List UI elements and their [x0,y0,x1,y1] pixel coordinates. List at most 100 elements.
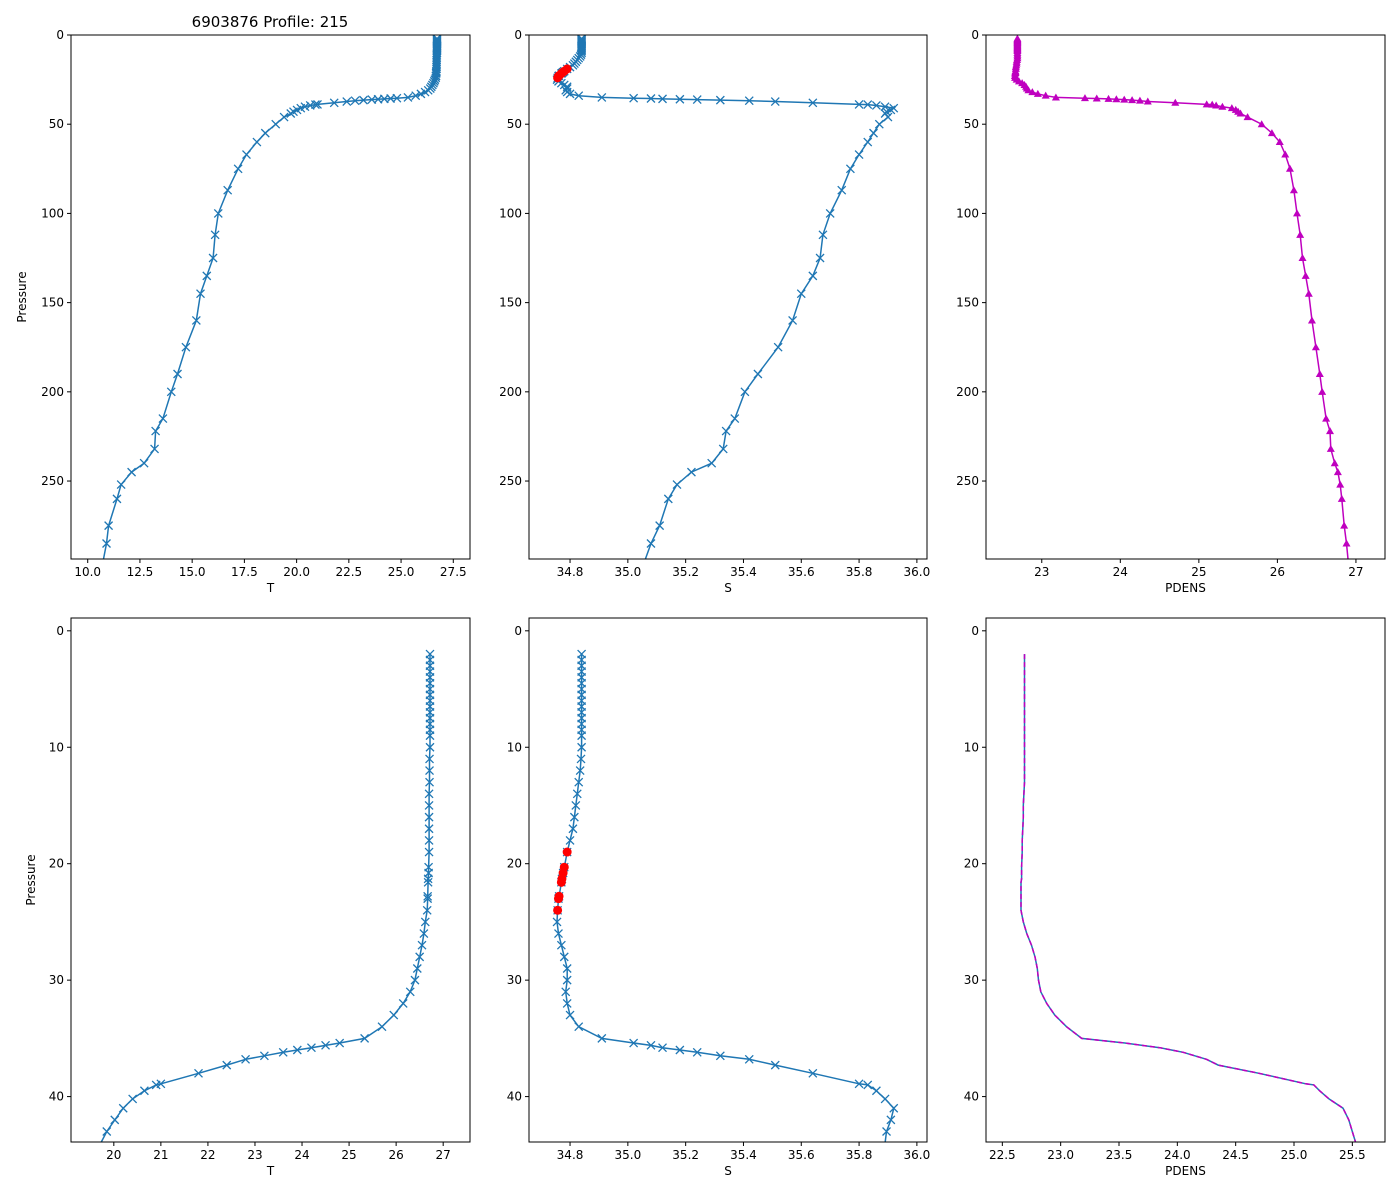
t-marker [423,877,433,887]
x-tick-label: 25.0 [1281,1148,1308,1162]
x-tick-label: 35.6 [788,565,815,579]
pdens-marker [1236,109,1245,117]
s-marker [871,101,881,110]
s-marker [744,96,754,106]
t-marker [425,731,435,741]
s-marker [718,444,728,454]
s-marker [576,754,586,764]
s-marker [686,467,696,477]
x-tick-label: 27.5 [440,565,467,579]
x-tick-label: 25 [1191,565,1206,579]
x-tick-label: 35.2 [672,565,699,579]
t-marker [321,1040,331,1050]
t-marker [173,369,182,379]
s-marker [845,164,855,174]
t-marker [398,998,408,1008]
s-marker [854,1079,864,1089]
y-tick-label: 20 [964,857,979,871]
t-marker [424,824,434,834]
t-marker [279,112,289,122]
x-axis-label: S [724,1164,732,1178]
t-marker [292,1045,302,1055]
s-marker [721,426,731,436]
subplot-2-s: 34.8 35.0 35.2 35.4 35.6 35.8 36.0 0 50 100 150 200… [499,28,930,595]
pdens-marker [1033,89,1042,97]
t-marker [191,316,201,325]
t-marker [417,940,427,950]
t-marker [260,128,270,138]
s-line [556,38,896,559]
s-marker [577,742,587,752]
s-marker [770,97,780,107]
t-marker [424,812,434,822]
y-tick-label: 50 [964,117,979,131]
t-marker [127,467,137,477]
y-tick-label: 20 [507,857,522,871]
s-marker [562,998,572,1008]
s-marker [571,801,581,810]
x-tick-label: 35.8 [846,565,873,579]
s-marker [874,119,884,129]
x-tick-label: 25 [341,1148,356,1162]
y-tick-label: 250 [41,474,64,488]
y-tick-label: 200 [499,385,522,399]
s-marker [880,1094,890,1104]
s-marker [552,917,562,927]
pdens-marker [1080,94,1089,102]
t-marker [329,98,339,108]
pdens-marker [1326,427,1335,435]
s-marker [730,414,740,424]
pdens-marker [1243,113,1252,121]
pdens-marker [1304,289,1313,297]
t-marker [139,458,149,468]
t-marker [424,835,434,845]
t-marker [104,521,114,531]
t-marker [367,95,377,105]
s-marker [808,271,818,281]
x-axis-label: PDENS [1165,1164,1206,1178]
s-marker [672,480,682,490]
subplot-4-t: 20 21 22 23 24 25 26 27 0 10 20 30 40 T Pressure [24,617,471,1178]
t-marker [306,1043,316,1053]
t-marker [359,95,368,105]
flagged-salinity-point [553,894,563,904]
t-marker [419,929,429,939]
s-marker [854,150,864,159]
pdens-marker [1298,254,1307,262]
s-line [556,654,895,1142]
chart-title: 6903876 Profile: 215 [192,13,349,31]
s-marker [715,1051,725,1061]
y-tick-label: 0 [514,28,522,42]
plot-area [100,649,435,1142]
t-marker [181,342,191,352]
subplot-3-pdens: 23 24 25 26 27 0 50 100 150 200 250 PDENS [956,28,1386,595]
s-marker [554,929,563,939]
plot-area [552,649,899,1142]
pdens-marker [1301,271,1310,279]
t-marker [423,894,433,904]
y-tick-label: 100 [499,206,522,220]
t-marker [412,964,422,973]
t-marker [416,89,426,99]
t-marker [424,847,434,857]
x-tick-label: 35.0 [614,565,641,579]
y-tick-label: 150 [956,296,979,310]
s-marker [562,975,572,985]
pdens-marker [1322,414,1331,422]
pdens-marker [1218,102,1227,110]
s-marker [808,1068,818,1078]
s-marker [883,112,893,122]
x-tick-label: 22.5 [989,1148,1016,1162]
pdens-marker [1202,100,1211,108]
s-marker [658,1043,667,1053]
y-tick-label: 250 [499,474,522,488]
t-marker [342,97,352,107]
t-marker [289,107,298,117]
pdens-marker [1330,459,1339,467]
s-marker [707,458,717,468]
x-tick-label: 10.0 [74,565,101,579]
s-marker [869,128,878,138]
x-tick-label: 23 [1034,565,1049,579]
s-marker [886,1115,896,1125]
pdens-marker [1104,94,1113,102]
